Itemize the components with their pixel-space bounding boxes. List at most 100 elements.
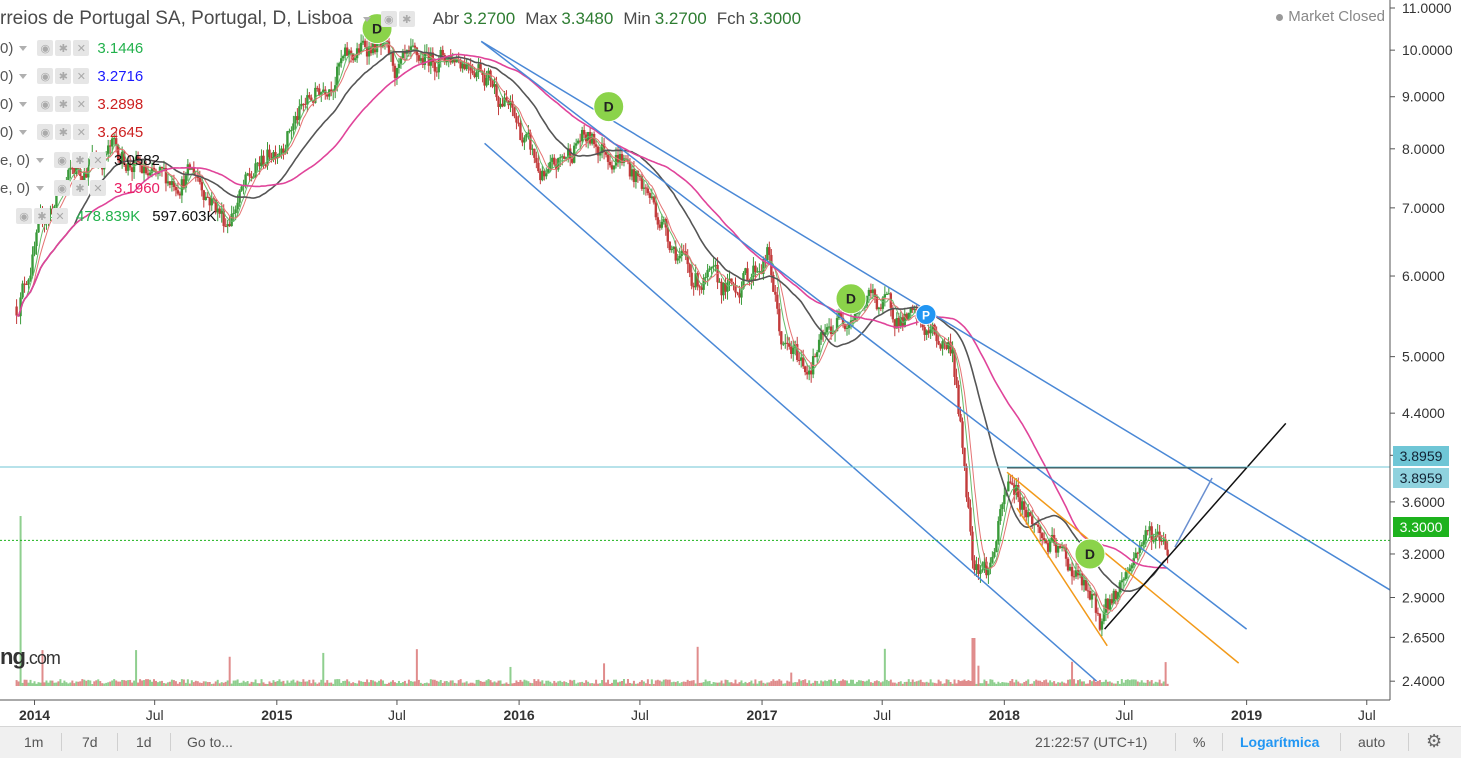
candle-body <box>909 308 912 313</box>
chevron-down-icon[interactable] <box>36 185 45 191</box>
volume-bar <box>967 680 970 686</box>
auto-scale-toggle[interactable]: auto <box>1358 734 1386 750</box>
eye-icon[interactable]: ◉ <box>16 208 32 224</box>
gear-icon[interactable]: ✱ <box>55 68 72 84</box>
gear-icon[interactable]: ⚙ <box>1426 731 1443 751</box>
volume-bar <box>21 682 24 686</box>
candle-body <box>83 171 86 182</box>
chevron-down-icon[interactable] <box>19 129 28 135</box>
candle-body <box>1154 535 1157 541</box>
indicator-row[interactable]: 0) ◉ ✱ ✕ 3.2645 <box>0 122 143 142</box>
price-tick-label: 4.4000 <box>1402 405 1445 421</box>
close-icon[interactable]: ✕ <box>90 180 107 196</box>
eye-icon[interactable]: ◉ <box>54 180 71 196</box>
volume-bar <box>555 682 558 686</box>
range-1m-button[interactable]: 1m <box>24 734 44 750</box>
gear-icon[interactable]: ✱ <box>55 96 72 112</box>
close-icon[interactable]: ✕ <box>73 96 90 112</box>
volume-bar <box>537 679 540 686</box>
chevron-down-icon[interactable] <box>36 157 45 163</box>
candle-body <box>666 227 669 242</box>
volume-bar <box>748 682 751 686</box>
candle-body <box>541 170 544 181</box>
gear-icon[interactable]: ✱ <box>398 11 415 27</box>
indicator-value: 3.2645 <box>97 123 144 141</box>
candle-body <box>580 130 584 141</box>
volume-bar <box>1035 679 1038 686</box>
eye-icon[interactable]: ◉ <box>37 124 54 140</box>
ohlc-open-value: 3.2700 <box>463 9 516 28</box>
candle-body <box>228 224 231 227</box>
indicator-row[interactable]: e, 0) ◉ ✱ ✕ 3.1960 <box>0 178 160 198</box>
volume-bar <box>634 683 637 686</box>
volume-bar <box>955 683 958 686</box>
candle-body <box>776 294 779 309</box>
close-icon[interactable]: ✕ <box>90 152 107 168</box>
volume-bar <box>666 679 669 686</box>
candle-body <box>375 42 379 53</box>
volume-bar <box>662 679 665 686</box>
candle-body <box>710 266 713 269</box>
candle-body <box>790 346 793 355</box>
indicator-row[interactable]: ◉ ✱ ✕ 478.839K 597.603K <box>0 206 216 226</box>
candle-body <box>1088 590 1092 600</box>
candle-body <box>391 52 395 66</box>
volume-bar <box>762 682 765 686</box>
candle-body <box>1122 579 1126 581</box>
volume-bar <box>951 683 954 686</box>
eye-icon[interactable]: ◉ <box>380 11 397 27</box>
range-1d-button[interactable]: 1d <box>136 734 152 750</box>
gear-icon[interactable]: ✱ <box>34 208 50 224</box>
chevron-down-icon[interactable] <box>19 101 28 107</box>
percent-toggle[interactable]: % <box>1193 734 1206 750</box>
indicator-row[interactable]: e, 0) ◉ ✱ ✕ 3.0582 <box>0 150 160 170</box>
volume-bar <box>593 683 596 686</box>
eye-icon[interactable]: ◉ <box>37 68 54 84</box>
gear-icon[interactable]: ✱ <box>55 124 72 140</box>
volume-bar <box>1003 682 1006 686</box>
gear-icon[interactable]: ✱ <box>55 40 72 56</box>
volume-bar <box>312 679 315 686</box>
candle-body <box>118 159 122 164</box>
volume-bar <box>740 680 743 686</box>
volume-bar <box>73 683 76 686</box>
indicator-row[interactable]: 0) ◉ ✱ ✕ 3.1446 <box>0 38 143 58</box>
eye-icon[interactable]: ◉ <box>37 40 54 56</box>
volume-bar <box>680 682 683 686</box>
chevron-down-icon[interactable] <box>19 73 28 79</box>
close-icon[interactable]: ✕ <box>73 124 90 140</box>
candle-body <box>310 97 313 101</box>
chevron-down-icon[interactable] <box>19 45 28 51</box>
ohlc-high-label: Max <box>525 9 558 28</box>
volume-bar <box>915 681 918 686</box>
gear-icon[interactable]: ✱ <box>72 180 89 196</box>
eye-icon[interactable]: ◉ <box>37 96 54 112</box>
gear-icon[interactable]: ✱ <box>72 152 89 168</box>
close-icon[interactable]: ✕ <box>73 68 90 84</box>
marker-label: D <box>604 99 614 115</box>
close-icon[interactable]: ✕ <box>73 40 90 56</box>
volume-bar <box>664 679 667 686</box>
volume-bar <box>274 681 277 686</box>
price-chart[interactable]: D D D P D 11.0000 10.0000 9.0000 8.0000 7.0000 6.… <box>0 0 1461 726</box>
indicator-row[interactable]: 0) ◉ ✱ ✕ 3.2898 <box>0 94 143 114</box>
chevron-down-icon[interactable] <box>362 16 371 22</box>
volume-bar <box>314 682 317 686</box>
close-icon[interactable]: ✕ <box>52 208 68 224</box>
volume-bar <box>1122 682 1125 686</box>
volume-bar <box>1059 682 1062 686</box>
volume-bar <box>15 680 18 686</box>
candle-body <box>999 509 1002 522</box>
volume-bar <box>961 680 964 686</box>
volume-bar <box>33 681 36 686</box>
candle-body <box>226 224 229 227</box>
range-7d-button[interactable]: 7d <box>82 734 98 750</box>
volume-bar <box>638 681 641 686</box>
log-scale-toggle[interactable]: Logarítmica <box>1240 734 1320 750</box>
candle-body <box>158 167 162 172</box>
time-tick-label: 2019 <box>1231 707 1262 723</box>
indicator-row[interactable]: 0) ◉ ✱ ✕ 3.2716 <box>0 66 143 86</box>
eye-icon[interactable]: ◉ <box>54 152 71 168</box>
volume-bar <box>330 682 333 686</box>
goto-button[interactable]: Go to... <box>187 734 233 750</box>
